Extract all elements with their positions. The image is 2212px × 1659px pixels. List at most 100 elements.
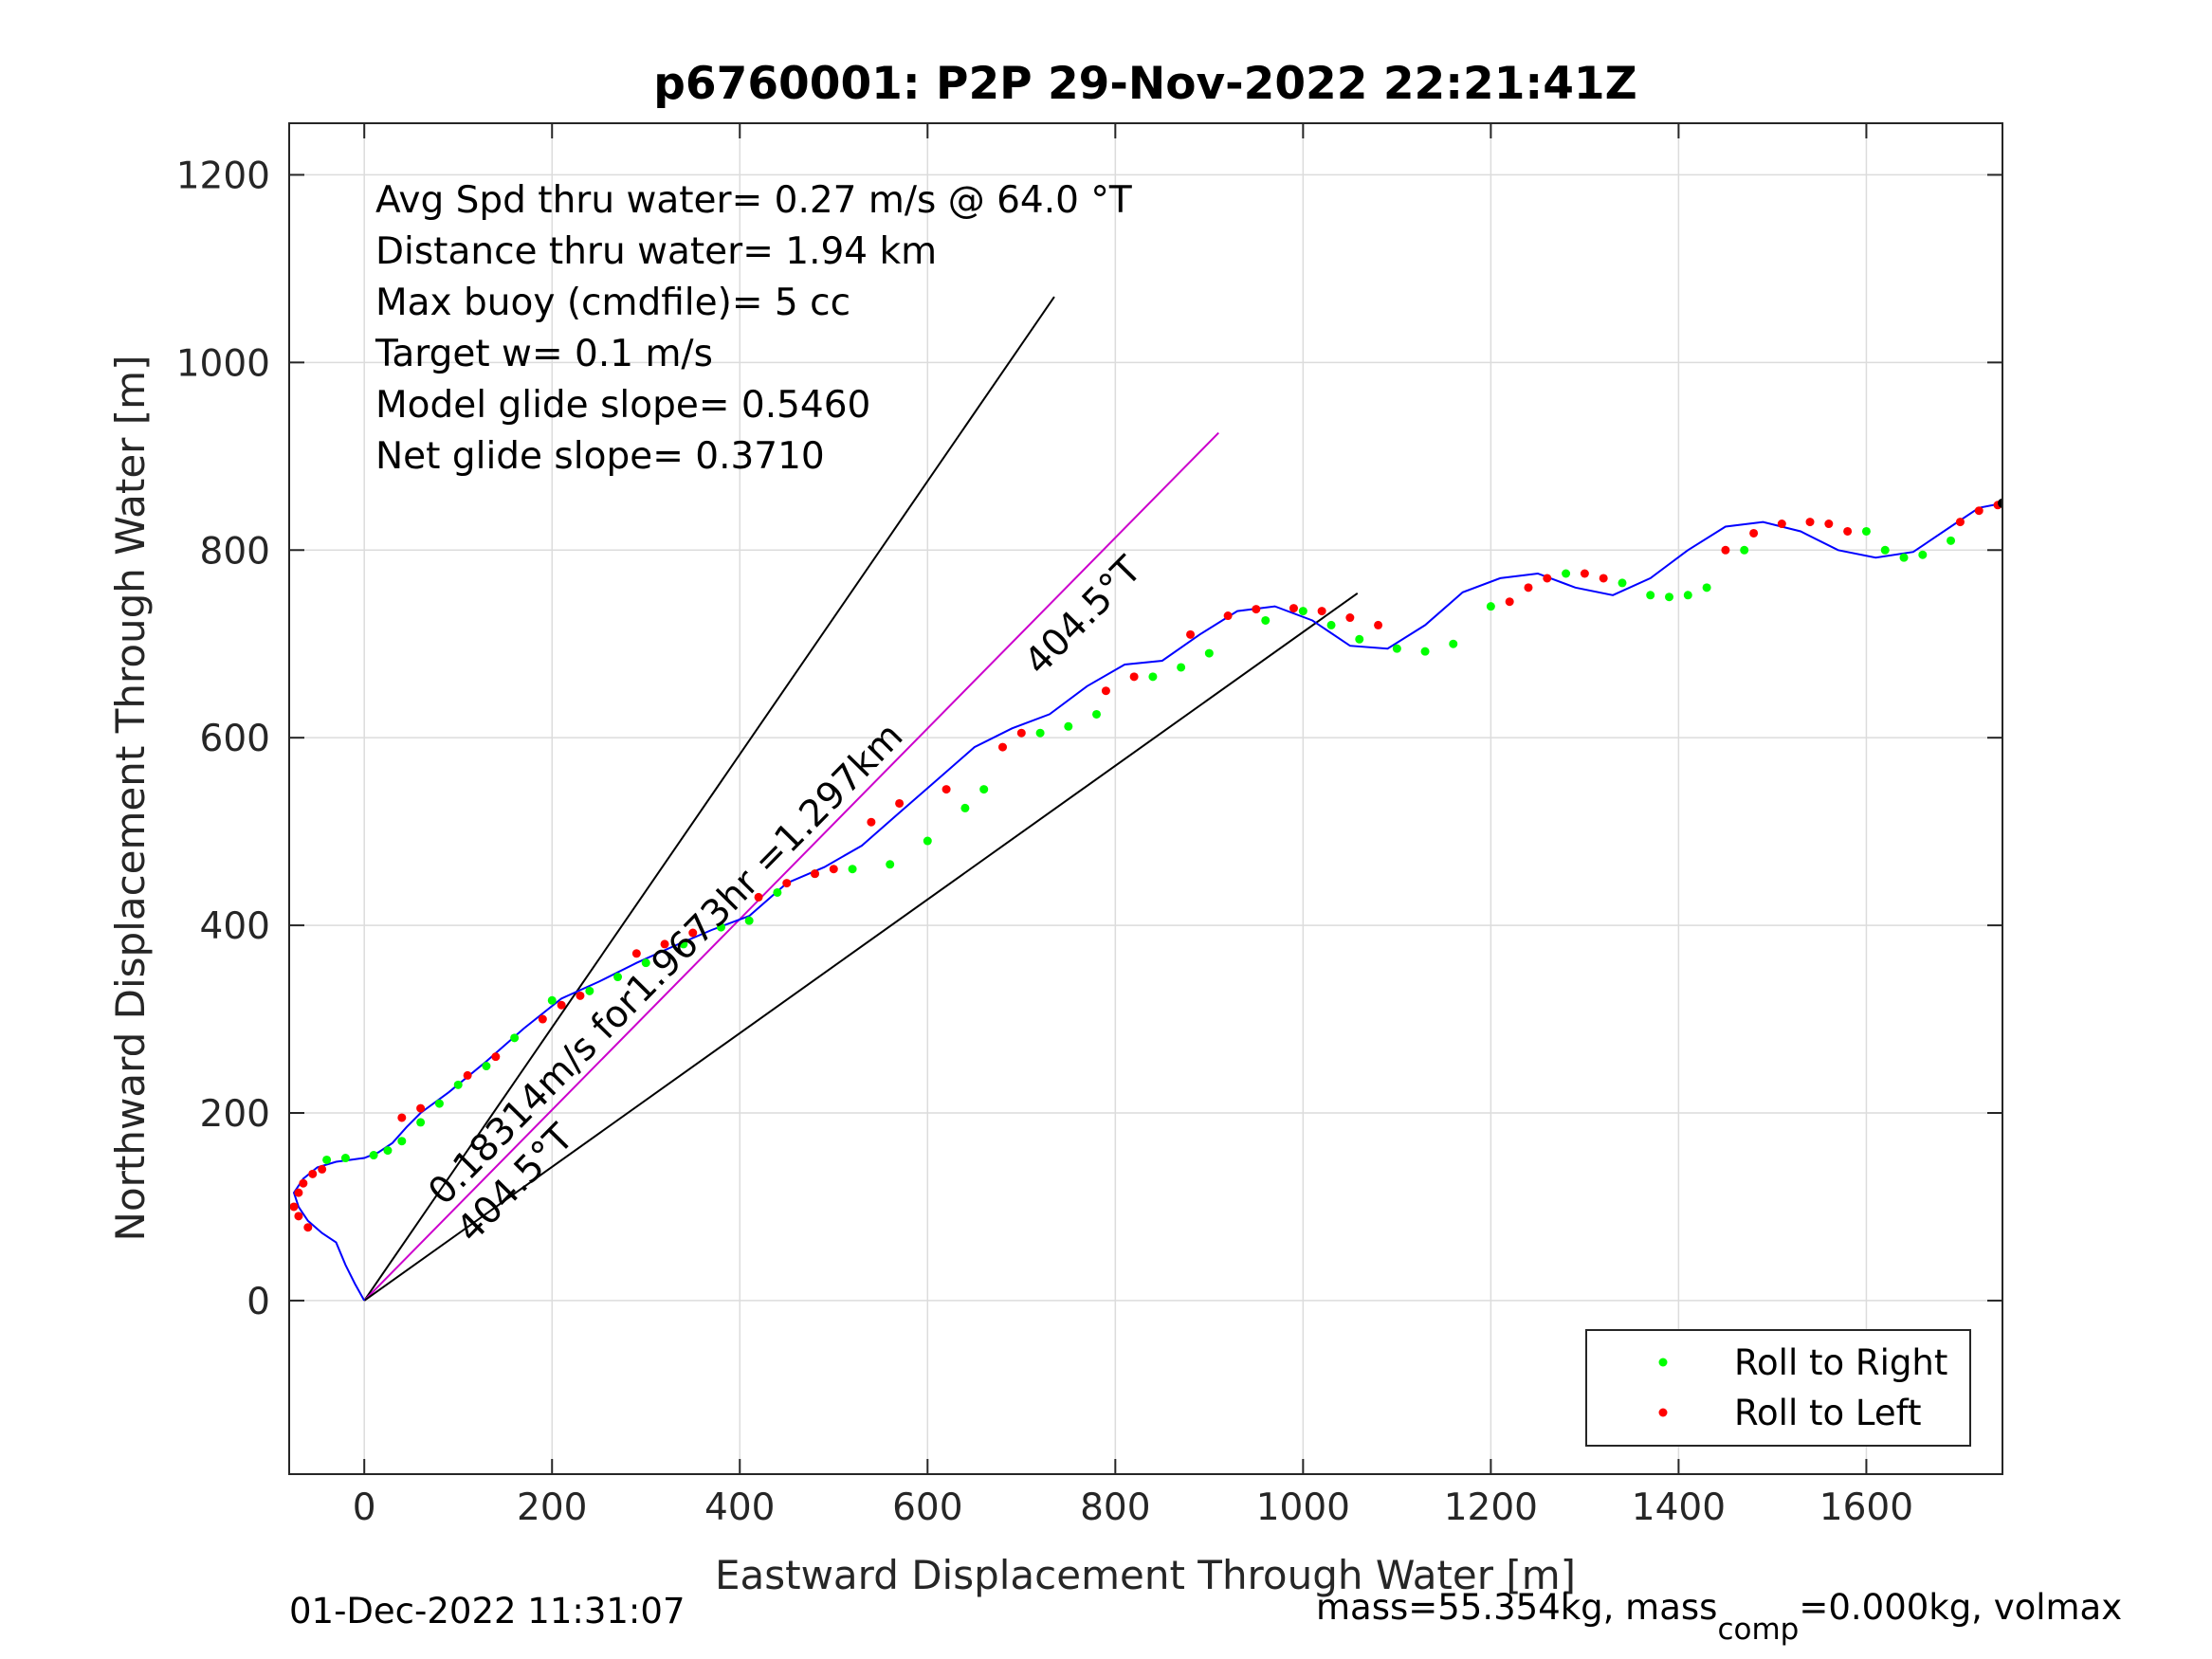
- x-tick-label: 600: [892, 1486, 962, 1529]
- roll-right-point: [453, 1080, 463, 1089]
- x-tick-label: 800: [1080, 1486, 1150, 1529]
- roll-left-point: [754, 892, 763, 902]
- x-tick-label: 1000: [1256, 1486, 1350, 1529]
- track-end-point: [1998, 498, 2002, 508]
- info-line: Model glide slope= 0.5460: [375, 384, 870, 427]
- roll-left-point: [1505, 597, 1514, 607]
- roll-right-point: [1298, 607, 1307, 616]
- roll-right-point: [1861, 526, 1871, 536]
- roll-right-point: [547, 995, 557, 1005]
- roll-left-point: [303, 1223, 313, 1232]
- track-line: [292, 501, 2002, 1302]
- roll-right-point: [1618, 578, 1627, 588]
- footer-timestamp: 01-Dec-2022 11:31:07: [289, 1591, 685, 1632]
- roll-right-point: [585, 986, 594, 995]
- info-line: Max buoy (cmdfile)= 5 cc: [375, 282, 850, 324]
- roll-left-point: [1824, 520, 1834, 529]
- roll-left-point: [1721, 545, 1730, 555]
- roll-left-point: [1749, 528, 1759, 538]
- roll-right-point: [1177, 663, 1186, 672]
- roll-right-point: [923, 836, 932, 846]
- roll-right-point: [1947, 536, 1956, 545]
- plot-area: [289, 123, 2002, 1474]
- roll-right-point: [383, 1146, 393, 1156]
- y-axis-label: Northward Displacement Through Water [m]: [107, 356, 154, 1242]
- y-tick-label: 0: [247, 1281, 270, 1323]
- heading-line: [363, 592, 1359, 1302]
- roll-left-point: [1252, 605, 1261, 614]
- roll-right-point: [482, 1062, 491, 1071]
- roll-right-point: [1355, 634, 1364, 644]
- roll-left-point: [631, 949, 641, 958]
- roll-left-point: [1777, 520, 1786, 529]
- info-line: Avg Spd thru water= 0.27 m/s @ 64.0 °T: [375, 179, 1132, 222]
- roll-left-point: [294, 1212, 303, 1221]
- roll-right-point: [1035, 728, 1045, 738]
- roll-left-point: [1223, 611, 1233, 621]
- roll-right-point: [1449, 639, 1458, 648]
- footer-mass-suffix: =0.000kg, volmax: [1799, 1587, 2122, 1628]
- roll-right-point: [1702, 583, 1711, 592]
- roll-left-point: [1524, 583, 1533, 592]
- roll-left-point: [576, 991, 585, 1000]
- roll-left-point: [416, 1103, 426, 1113]
- info-line: Net glide slope= 0.3710: [375, 435, 825, 478]
- x-tick-label: 1600: [1819, 1486, 1913, 1529]
- heading-line: [363, 431, 1219, 1302]
- roll-left-point: [299, 1178, 308, 1188]
- roll-left-point: [1599, 574, 1608, 583]
- roll-right-point: [716, 922, 725, 932]
- roll-left-point: [1317, 607, 1326, 616]
- heading-line: [363, 296, 1055, 1302]
- roll-left-point: [1101, 686, 1110, 696]
- roll-right-point: [1204, 648, 1214, 658]
- roll-right-point: [340, 1154, 350, 1163]
- roll-left-point: [688, 928, 698, 938]
- roll-right-point: [744, 916, 754, 925]
- axis-ticks: [289, 123, 2002, 1474]
- roll-left-point: [557, 1000, 566, 1010]
- roll-left-point: [998, 742, 1008, 752]
- roll-left-point: [318, 1164, 327, 1174]
- roll-left-point: [1843, 526, 1853, 536]
- roll-left-point: [782, 879, 792, 888]
- y-tick-label: 400: [200, 905, 270, 948]
- roll-right-point: [416, 1118, 426, 1127]
- roll-left-point: [1129, 672, 1139, 682]
- roll-left-point: [1016, 728, 1026, 738]
- y-tick-label: 200: [200, 1093, 270, 1136]
- roll-right-point: [1148, 672, 1158, 682]
- info-box: Avg Spd thru water= 0.27 m/s @ 64.0 °T D…: [375, 179, 1132, 478]
- roll-left-point: [294, 1188, 303, 1197]
- roll-right-point: [397, 1137, 407, 1146]
- roll-right-point: [773, 887, 782, 897]
- x-tick-label: 0: [353, 1486, 376, 1529]
- roll-right-point: [322, 1155, 332, 1164]
- x-tick-label: 400: [704, 1486, 775, 1529]
- roll-left-point: [1543, 574, 1552, 583]
- x-tick-label: 200: [517, 1486, 587, 1529]
- roll-left-point: [491, 1052, 501, 1062]
- roll-left-point: [397, 1113, 407, 1122]
- roll-left-point: [1374, 620, 1383, 629]
- x-tick-label: 1400: [1632, 1486, 1726, 1529]
- roll-right-point: [613, 973, 623, 982]
- roll-left-point: [1289, 604, 1298, 613]
- roll-right-point: [1562, 569, 1571, 578]
- roll-right-point: [979, 785, 989, 794]
- tick-labels: 0 200 400 600 800 1000 1200 1400 1600 0 200 400 600 8…: [176, 155, 1913, 1529]
- roll-left-point: [895, 798, 905, 808]
- roll-left-point: [308, 1169, 318, 1178]
- roll-left-point: [1974, 506, 1983, 516]
- roll-left-point: [463, 1070, 472, 1080]
- plot-frame: [288, 122, 2003, 1475]
- roll-left-point: [1580, 569, 1589, 578]
- roll-right-point: [1420, 647, 1430, 656]
- roll-right-point: [369, 1151, 378, 1160]
- info-line: Target w= 0.1 m/s: [375, 333, 713, 375]
- y-tick-label: 600: [200, 718, 270, 760]
- series-layer: [289, 296, 2002, 1302]
- roll-right-point: [848, 865, 857, 874]
- legend-label-roll-left: Roll to Left: [1734, 1393, 1922, 1433]
